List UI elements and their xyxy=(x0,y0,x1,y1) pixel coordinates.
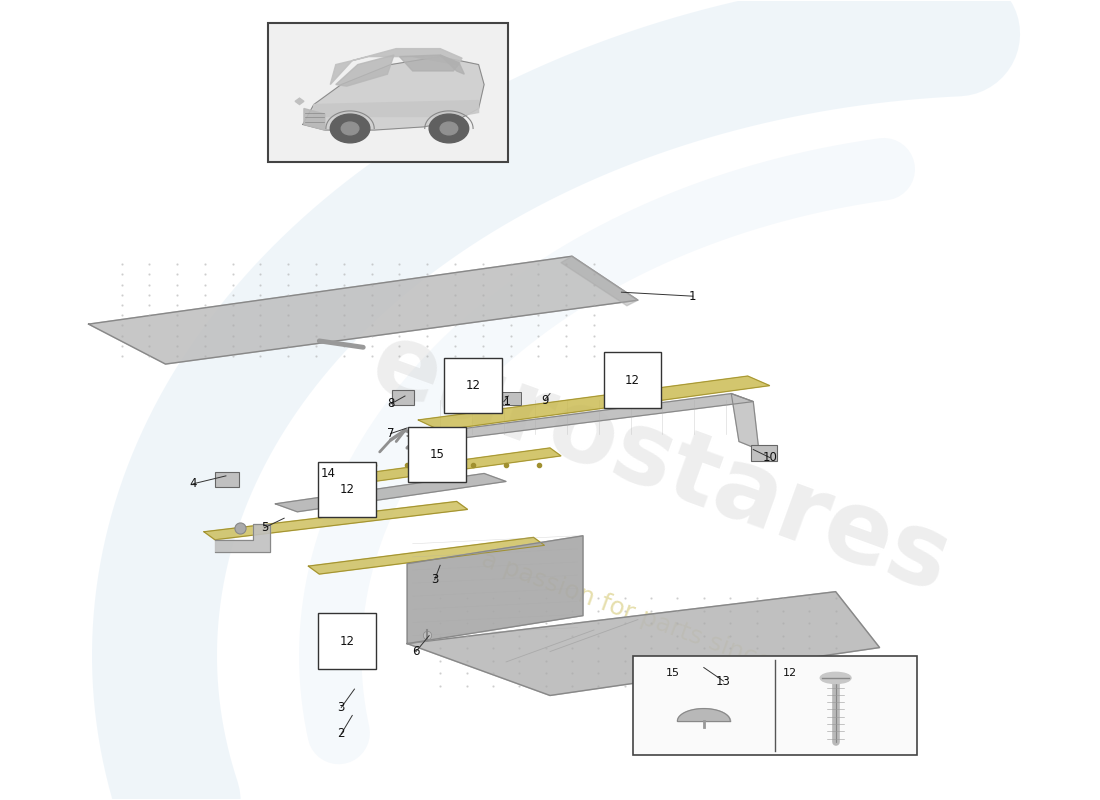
FancyBboxPatch shape xyxy=(267,23,508,162)
Text: 15: 15 xyxy=(666,667,680,678)
Text: 5: 5 xyxy=(261,522,268,534)
Text: 8: 8 xyxy=(387,398,395,410)
Polygon shape xyxy=(275,474,506,512)
Text: 12: 12 xyxy=(625,374,640,386)
Polygon shape xyxy=(732,394,759,450)
Text: 3: 3 xyxy=(338,701,345,714)
Text: 12: 12 xyxy=(339,483,354,496)
Polygon shape xyxy=(295,98,304,105)
Circle shape xyxy=(330,114,370,143)
Polygon shape xyxy=(407,536,583,643)
Circle shape xyxy=(440,122,458,135)
Text: 4: 4 xyxy=(189,478,197,490)
FancyBboxPatch shape xyxy=(751,445,778,461)
Polygon shape xyxy=(314,101,478,117)
Text: 12: 12 xyxy=(339,634,354,648)
FancyBboxPatch shape xyxy=(634,656,917,754)
Text: 11: 11 xyxy=(324,645,340,658)
Polygon shape xyxy=(678,709,730,721)
Text: 12: 12 xyxy=(782,667,796,678)
Polygon shape xyxy=(214,524,270,552)
Circle shape xyxy=(341,122,359,135)
Ellipse shape xyxy=(821,672,851,683)
Text: 11: 11 xyxy=(496,395,512,408)
Text: 6: 6 xyxy=(412,645,420,658)
Polygon shape xyxy=(399,55,460,71)
Polygon shape xyxy=(330,49,462,85)
Polygon shape xyxy=(302,57,484,130)
Text: 9: 9 xyxy=(541,394,548,406)
FancyBboxPatch shape xyxy=(615,382,635,395)
Text: a passion for parts since 1985: a passion for parts since 1985 xyxy=(478,548,842,699)
Text: 7: 7 xyxy=(387,427,395,440)
Text: 13: 13 xyxy=(716,674,732,688)
Text: 15: 15 xyxy=(429,448,444,461)
Polygon shape xyxy=(308,538,544,574)
Text: 1: 1 xyxy=(689,290,696,302)
Polygon shape xyxy=(407,394,754,442)
Polygon shape xyxy=(407,592,880,695)
Polygon shape xyxy=(336,55,394,86)
Polygon shape xyxy=(418,376,770,430)
Polygon shape xyxy=(561,256,638,306)
Text: 14: 14 xyxy=(320,467,336,480)
Circle shape xyxy=(429,114,469,143)
Text: 2: 2 xyxy=(338,727,345,740)
Polygon shape xyxy=(304,109,324,130)
Text: 11: 11 xyxy=(324,498,340,510)
FancyBboxPatch shape xyxy=(392,390,414,405)
Polygon shape xyxy=(363,448,561,482)
FancyBboxPatch shape xyxy=(340,492,360,505)
FancyBboxPatch shape xyxy=(340,638,360,650)
Polygon shape xyxy=(204,502,468,540)
Text: 3: 3 xyxy=(431,573,438,586)
Text: 12: 12 xyxy=(465,379,481,392)
Text: 11: 11 xyxy=(625,386,640,398)
FancyBboxPatch shape xyxy=(502,392,521,405)
Text: 10: 10 xyxy=(762,451,778,464)
FancyBboxPatch shape xyxy=(214,472,239,487)
Polygon shape xyxy=(89,256,638,364)
Text: eurostares: eurostares xyxy=(358,314,962,614)
Polygon shape xyxy=(440,55,464,74)
